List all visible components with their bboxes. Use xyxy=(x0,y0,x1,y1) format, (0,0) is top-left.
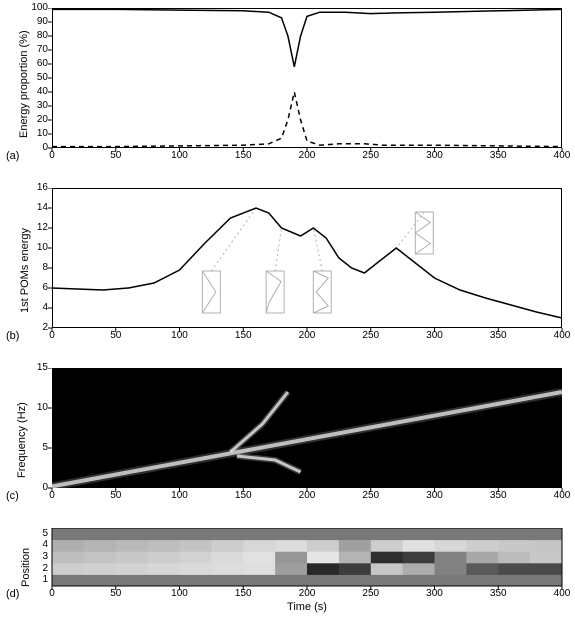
series-solid-a xyxy=(52,9,562,66)
series-b xyxy=(52,208,562,318)
series-dashed-a xyxy=(52,92,562,147)
xlabel: Time (s) xyxy=(52,601,562,613)
